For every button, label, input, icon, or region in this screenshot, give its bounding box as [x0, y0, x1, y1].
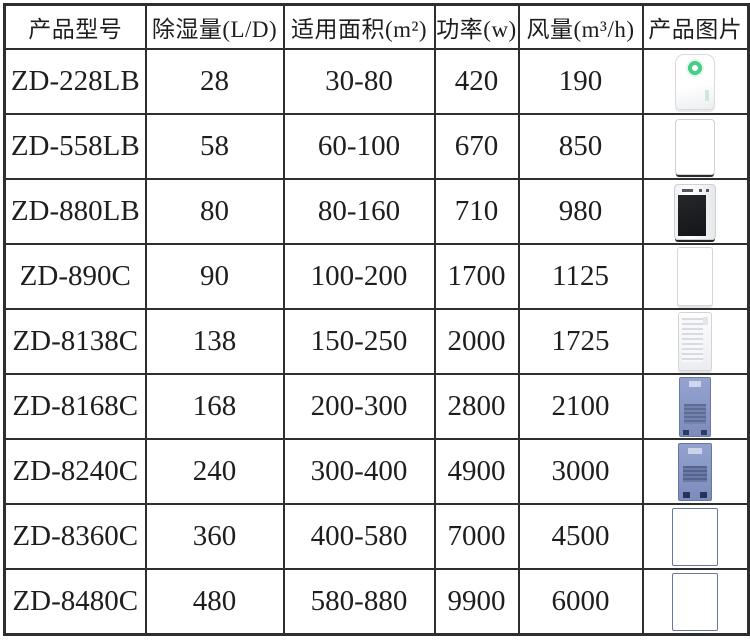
dehumidifier-white-louvered-blue-screen-image — [677, 247, 714, 306]
cell-airflow: 6000 — [517, 568, 644, 636]
cell-model: ZD-228LB — [3, 48, 147, 115]
product-image-cell — [641, 503, 750, 570]
cell-power: 1700 — [433, 243, 520, 310]
dehumidifier-blue-cabinet-image — [678, 442, 713, 501]
cell-model: ZD-880LB — [3, 178, 147, 245]
product-image-cell — [641, 243, 750, 310]
cell-area: 400-580 — [282, 503, 436, 570]
cell-area: 100-200 — [282, 243, 436, 310]
table-row: ZD-8168C 168 200-300 2800 2100 — [3, 373, 750, 440]
table-row: ZD-558LB 58 60-100 670 850 — [3, 113, 750, 180]
cell-area: 300-400 — [282, 438, 436, 505]
cell-area: 580-880 — [282, 568, 436, 636]
product-image-cell — [641, 308, 750, 375]
cell-power: 4900 — [433, 438, 520, 505]
product-image-cell — [641, 178, 750, 245]
table-row: ZD-8360C 360 400-580 7000 4500 — [3, 503, 750, 570]
cell-power: 2800 — [433, 373, 520, 440]
table-body: ZD-228LB 28 30-80 420 190 ZD-558LB 58 60-100 670… — [3, 48, 750, 636]
cell-model: ZD-8480C — [3, 568, 147, 636]
product-image-cell — [641, 438, 750, 505]
cell-area: 30-80 — [282, 48, 436, 115]
table-header-row: 产品型号 除湿量(L/D) 适用面积(m²) 功率(w) 风量(m³/h) 产品图片 — [3, 3, 750, 50]
cell-capacity: 58 — [144, 113, 285, 180]
cell-area: 150-250 — [282, 308, 436, 375]
cell-capacity: 360 — [144, 503, 285, 570]
cell-capacity: 28 — [144, 48, 285, 115]
dehumidifier-white-black-top-image — [675, 118, 716, 175]
cell-airflow: 4500 — [517, 503, 644, 570]
table-row: ZD-890C 90 100-200 1700 1125 — [3, 243, 750, 310]
table-row: ZD-8240C 240 300-400 4900 3000 — [3, 438, 750, 505]
table-row: ZD-880LB 80 80-160 710 980 — [3, 178, 750, 245]
dehumidifier-blue-cabinet-slim-image — [679, 376, 712, 437]
cell-capacity: 138 — [144, 308, 285, 375]
dehumidifier-blue-cabinet-wide-image — [672, 507, 719, 566]
column-header-image: 产品图片 — [641, 3, 750, 50]
cell-area: 80-160 — [282, 178, 436, 245]
cell-capacity: 168 — [144, 373, 285, 440]
cell-airflow: 1725 — [517, 308, 644, 375]
cell-capacity: 240 — [144, 438, 285, 505]
product-spec-table: 产品型号 除湿量(L/D) 适用面积(m²) 功率(w) 风量(m³/h) 产品图片 ZD… — [3, 3, 750, 636]
cell-power: 710 — [433, 178, 520, 245]
cell-power: 670 — [433, 113, 520, 180]
cell-model: ZD-558LB — [3, 113, 147, 180]
cell-capacity: 480 — [144, 568, 285, 636]
cell-power: 2000 — [433, 308, 520, 375]
dehumidifier-black-front-panel-image — [674, 183, 717, 240]
cell-power: 420 — [433, 48, 520, 115]
product-image-cell — [641, 568, 750, 636]
cell-area: 200-300 — [282, 373, 436, 440]
product-image-cell — [641, 113, 750, 180]
product-image-cell — [641, 48, 750, 115]
table-row: ZD-228LB 28 30-80 420 190 — [3, 48, 750, 115]
table-row: ZD-8138C 138 150-250 2000 1725 — [3, 308, 750, 375]
cell-model: ZD-8240C — [3, 438, 147, 505]
cell-airflow: 1125 — [517, 243, 644, 310]
cell-airflow: 850 — [517, 113, 644, 180]
cell-capacity: 80 — [144, 178, 285, 245]
dehumidifier-white-compact-green-ring-image — [675, 53, 716, 110]
dehumidifier-white-louvered-image — [678, 312, 713, 371]
cell-model: ZD-8168C — [3, 373, 147, 440]
cell-capacity: 90 — [144, 243, 285, 310]
cell-airflow: 2100 — [517, 373, 644, 440]
cell-area: 60-100 — [282, 113, 436, 180]
column-header-airflow: 风量(m³/h) — [517, 3, 644, 50]
product-image-cell — [641, 373, 750, 440]
cell-power: 7000 — [433, 503, 520, 570]
cell-airflow: 980 — [517, 178, 644, 245]
cell-model: ZD-8138C — [3, 308, 147, 375]
table-row: ZD-8480C 480 580-880 9900 6000 — [3, 568, 750, 636]
cell-airflow: 3000 — [517, 438, 644, 505]
dehumidifier-blue-cabinet-wide-image — [672, 572, 719, 631]
cell-model: ZD-890C — [3, 243, 147, 310]
cell-power: 9900 — [433, 568, 520, 636]
column-header-power: 功率(w) — [433, 3, 520, 50]
cell-model: ZD-8360C — [3, 503, 147, 570]
column-header-area: 适用面积(m²) — [282, 3, 436, 50]
column-header-model: 产品型号 — [3, 3, 147, 50]
column-header-capacity: 除湿量(L/D) — [144, 3, 285, 50]
cell-airflow: 190 — [517, 48, 644, 115]
